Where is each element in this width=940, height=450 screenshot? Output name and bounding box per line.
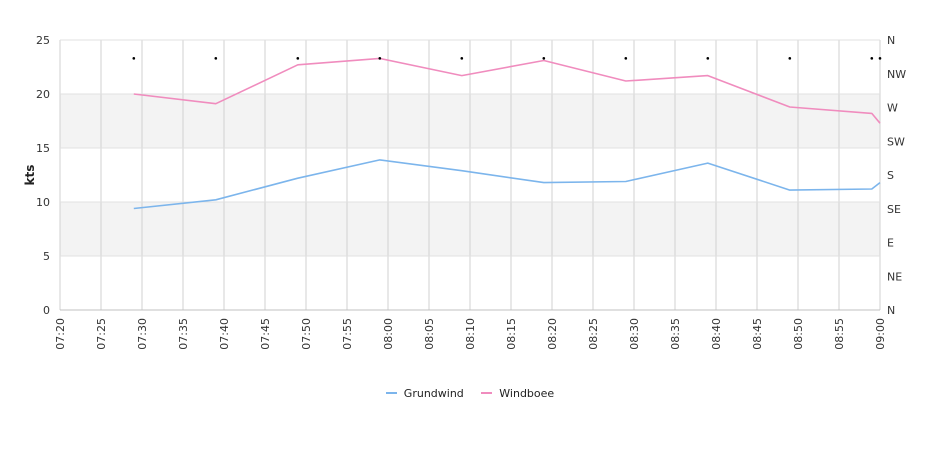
series-line-grundwind	[133, 159, 881, 210]
y-tick-label: 5	[43, 250, 50, 263]
direction-marker	[706, 57, 710, 60]
x-tick-label: 07:50	[300, 318, 313, 350]
y2-tick-label: S	[887, 169, 894, 182]
x-tick-label: 07:25	[95, 318, 108, 350]
direction-marker	[878, 57, 882, 60]
legend-item-windboee[interactable]: Windboee	[481, 387, 554, 400]
y-tick-label: 10	[36, 196, 50, 209]
legend: Grundwind Windboee	[0, 384, 940, 400]
y-axis-title: kts	[23, 165, 37, 186]
series-lines	[133, 57, 881, 210]
direction-markers	[132, 57, 882, 60]
y2-tick-label: NE	[887, 270, 902, 283]
x-tick-label: 08:30	[628, 318, 641, 350]
y2-tick-label: NW	[887, 68, 906, 81]
x-tick-label: 08:15	[505, 318, 518, 350]
x-tick-label: 08:10	[464, 318, 477, 350]
x-tick-label: 07:30	[136, 318, 149, 350]
direction-marker	[870, 57, 874, 60]
x-tick-label: 07:20	[54, 318, 67, 350]
x-tick-label: 08:25	[587, 318, 600, 350]
x-tick-label: 07:45	[259, 318, 272, 350]
x-tick-label: 08:55	[833, 318, 846, 350]
x-tick-label: 07:40	[218, 318, 231, 350]
y2-tick-labels: N NE E SE S SW W NW N	[887, 34, 906, 317]
x-tick-label: 08:35	[669, 318, 682, 350]
legend-label-windboee: Windboee	[499, 386, 555, 400]
x-tick-label: 08:20	[546, 318, 559, 350]
direction-marker	[214, 57, 218, 60]
x-tick-label: 08:00	[382, 318, 395, 350]
legend-item-grundwind[interactable]: Grundwind	[385, 386, 464, 400]
y2-tick-label: SW	[887, 135, 905, 148]
series-line-windboee	[133, 57, 881, 124]
x-gridlines	[59, 40, 881, 310]
direction-marker	[460, 57, 464, 60]
legend-label-grundwind: Grundwind	[403, 386, 464, 400]
x-tick-label: 08:50	[792, 318, 805, 350]
x-tick-label: 07:35	[177, 318, 190, 350]
direction-marker	[542, 57, 546, 60]
legend-swatch-windboee	[481, 392, 493, 394]
x-tick-label: 08:40	[710, 318, 723, 350]
y-tick-label: 25	[36, 34, 50, 47]
x-tick-labels: 07:20 07:25 07:30 07:35 07:40 07:45 07:50 07:55…	[54, 318, 887, 350]
x-tick-label: 08:05	[423, 318, 436, 350]
direction-marker	[378, 57, 382, 60]
direction-marker	[624, 57, 628, 60]
legend-swatch-grundwind	[385, 392, 397, 394]
x-tick-label: 09:00	[874, 318, 887, 350]
y2-tick-label: N	[887, 304, 895, 317]
y-tick-labels: 0 5 10 15 20 25	[36, 34, 50, 317]
y2-tick-label: N	[887, 34, 895, 47]
x-tick-label: 08:45	[751, 318, 764, 350]
direction-marker	[788, 57, 792, 60]
x-tick-label: 07:55	[341, 318, 354, 350]
direction-marker	[296, 57, 300, 60]
y-tick-label: 0	[43, 304, 50, 317]
direction-marker	[132, 57, 136, 60]
y2-tick-label: SE	[887, 203, 901, 216]
y-tick-label: 15	[36, 142, 50, 155]
y2-tick-label: E	[887, 237, 894, 250]
y-tick-label: 20	[36, 88, 50, 101]
y2-tick-label: W	[887, 102, 898, 115]
